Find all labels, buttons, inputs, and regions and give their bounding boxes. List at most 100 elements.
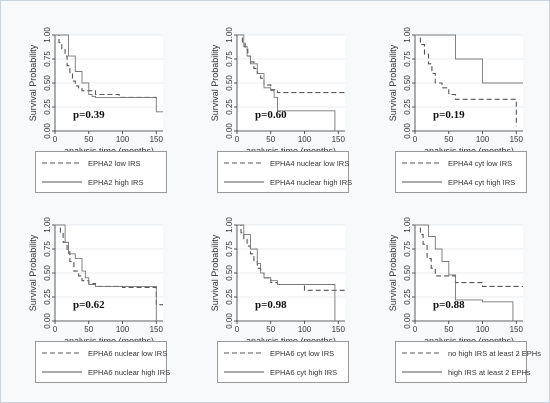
x-tick-label: 150 [510, 325, 524, 334]
legend-swatch [42, 371, 82, 373]
x-tick-label: 100 [476, 325, 490, 334]
km-panel: 0.00 0.25 0.50 0.75 1.00 0 50 100 150 Survival Pr… [191, 205, 361, 385]
p-value-annotation: p=0.39 [73, 109, 105, 121]
y-axis-title: Survival Probability [388, 234, 398, 311]
x-tick-label: 100 [298, 135, 312, 144]
x-tick-label: 100 [298, 325, 312, 334]
y-tick-label: 0.00 [43, 313, 52, 329]
y-tick-label: 0.00 [225, 123, 234, 139]
legend-label: EPHA6 nuclear low IRS [88, 349, 168, 358]
legend-label: EPHA4 cyt low IRS [448, 159, 513, 168]
y-axis-title: Survival Probability [210, 234, 220, 311]
legend-swatch [402, 371, 442, 373]
legend-label: EPHA4 cyt high IRS [448, 178, 516, 187]
x-tick-label: 150 [150, 325, 164, 334]
legend: EPHA6 nuclear low IRS EPHA6 nuclear high … [35, 341, 170, 383]
p-value-annotation: p=0.60 [255, 109, 287, 121]
y-tick-label: 0.25 [403, 99, 412, 115]
legend-entry: EPHA4 nuclear low IRS [218, 155, 349, 173]
series-line [415, 224, 514, 321]
legend-label: EPHA6 cyt high IRS [270, 368, 338, 377]
y-tick-label: 0.25 [43, 99, 52, 115]
legend-label: high IRS at least 2 EPHs [448, 368, 531, 377]
series-line [415, 224, 523, 287]
legend-entry: EPHA2 low IRS [36, 155, 166, 173]
x-tick-label: 50 [444, 135, 453, 144]
legend-swatch [402, 181, 442, 183]
legend-label: EPHA2 low IRS [88, 159, 141, 168]
legend-label: EPHA6 cyt low IRS [270, 349, 335, 358]
y-tick-label: 0.25 [43, 289, 52, 305]
x-tick-label: 150 [332, 325, 346, 334]
legend-label: no high IRS at least 2 EPHs [448, 349, 541, 358]
x-tick-label: 50 [444, 325, 453, 334]
series-line [55, 224, 157, 321]
y-tick-label: 0.00 [43, 123, 52, 139]
series-line [237, 34, 336, 131]
y-axis-title: Survival Probability [28, 44, 38, 121]
y-tick-label: 0.50 [225, 75, 234, 91]
legend-entry: EPHA4 cyt low IRS [396, 155, 526, 173]
legend-entry: EPHA6 cyt low IRS [218, 345, 348, 363]
legend-label: EPHA4 nuclear high IRS [270, 178, 353, 187]
legend-label: EPHA2 high IRS [88, 178, 144, 187]
x-tick-label: 0 [53, 325, 58, 334]
legend-swatch [224, 371, 264, 373]
y-axis-title: Survival Probability [210, 44, 220, 121]
y-tick-label: 1.00 [225, 27, 234, 43]
series-line [237, 34, 345, 94]
y-tick-label: 0.75 [403, 241, 412, 257]
y-tick-label: 0.25 [225, 99, 234, 115]
y-tick-label: 1.00 [403, 27, 412, 43]
legend-swatch [224, 181, 264, 183]
km-plot: 0.00 0.25 0.50 0.75 1.00 0 50 100 150 Survival Pr… [28, 217, 164, 346]
legend-swatch [224, 352, 264, 354]
km-panel: 0.00 0.25 0.50 0.75 1.00 0 50 100 150 Survival Pr… [369, 15, 539, 195]
x-tick-label: 150 [510, 135, 524, 144]
y-tick-label: 0.75 [43, 51, 52, 67]
series-line [55, 34, 157, 101]
y-tick-label: 0.75 [43, 241, 52, 257]
legend-entry: EPHA2 high IRS [36, 174, 166, 192]
y-tick-label: 0.00 [225, 313, 234, 329]
legend-swatch [42, 352, 82, 354]
x-tick-label: 100 [116, 325, 130, 334]
legend: EPHA4 nuclear low IRS EPHA4 nuclear high … [217, 151, 353, 193]
km-plot: 0.00 0.25 0.50 0.75 1.00 0 50 100 150 Survival Pr… [210, 27, 345, 156]
y-tick-label: 0.00 [403, 313, 412, 329]
y-tick-label: 0.50 [403, 265, 412, 281]
legend: EPHA2 low IRS EPHA2 high IRS [35, 151, 167, 193]
legend-entry: EPHA6 nuclear high IRS [36, 364, 170, 382]
y-tick-label: 0.50 [225, 265, 234, 281]
legend-entry: EPHA4 cyt high IRS [396, 174, 526, 192]
legend: EPHA6 cyt low IRS EPHA6 cyt high IRS [217, 341, 349, 383]
y-tick-label: 0.75 [403, 51, 412, 67]
legend-swatch [402, 352, 442, 354]
y-tick-label: 1.00 [225, 217, 234, 233]
series-line [415, 34, 523, 84]
y-tick-label: 0.25 [403, 289, 412, 305]
y-tick-label: 0.50 [43, 75, 52, 91]
x-tick-label: 0 [235, 135, 240, 144]
y-tick-label: 1.00 [403, 217, 412, 233]
y-axis-title: Survival Probability [28, 234, 38, 311]
km-panel: 0.00 0.25 0.50 0.75 1.00 0 50 100 150 Survival Pr… [9, 205, 179, 385]
x-tick-label: 0 [413, 325, 418, 334]
legend-swatch [42, 181, 82, 183]
legend: no high IRS at least 2 EPHs high IRS at l… [395, 341, 541, 383]
y-tick-label: 0.50 [43, 265, 52, 281]
legend-swatch [224, 162, 264, 164]
y-tick-label: 0.25 [225, 289, 234, 305]
y-tick-label: 0.75 [225, 241, 234, 257]
legend-entry: high IRS at least 2 EPHs [396, 364, 531, 382]
km-plot: 0.00 0.25 0.50 0.75 1.00 0 50 100 150 Survival Pr… [388, 217, 524, 346]
series-line [415, 34, 517, 127]
x-tick-label: 0 [413, 135, 418, 144]
p-value-annotation: p=0.19 [433, 109, 465, 121]
km-plot: 0.00 0.25 0.50 0.75 1.00 0 50 100 150 Survival Pr… [388, 27, 524, 156]
x-tick-label: 100 [116, 135, 130, 144]
series-line [55, 34, 163, 113]
x-tick-label: 100 [476, 135, 490, 144]
legend-swatch [402, 162, 442, 164]
